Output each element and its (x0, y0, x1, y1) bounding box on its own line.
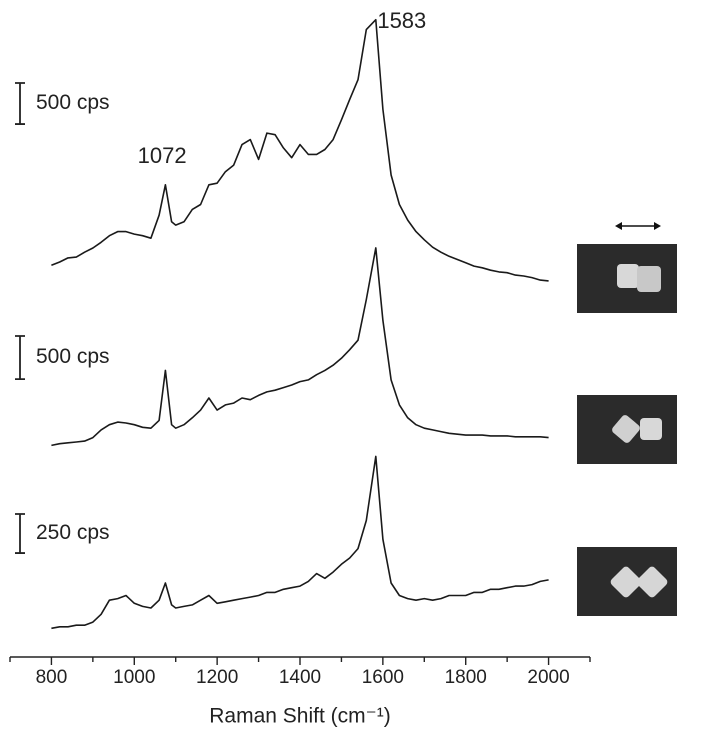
x-tick-label: 1800 (445, 667, 487, 688)
x-axis-label: Raman Shift (cm⁻¹) (209, 705, 390, 728)
nanocube (637, 266, 661, 292)
x-tick-label: 1000 (113, 667, 155, 688)
nanocube (612, 415, 640, 443)
nanocube (617, 264, 639, 288)
x-tick-label: 2000 (527, 667, 569, 688)
inset-images (577, 222, 677, 616)
x-tick-label: 1200 (196, 667, 238, 688)
scale-bar (15, 82, 25, 125)
spectrum-line (51, 247, 549, 447)
scale-bar-label: 500 cps (36, 345, 110, 368)
nanocube (636, 566, 668, 598)
scale-bar-label: 250 cps (36, 521, 110, 544)
x-tick-label: 800 (36, 667, 68, 688)
spectrum-line (51, 455, 549, 630)
peak-annotation: 1072 (138, 143, 187, 168)
x-tick-label: 1600 (362, 667, 404, 688)
scale-bar (15, 513, 25, 554)
spectrum-line (51, 18, 549, 282)
scale-bar-label: 500 cps (36, 91, 110, 114)
peak-annotation: 1583 (377, 8, 426, 33)
x-tick-label: 1400 (279, 667, 321, 688)
nanocube (610, 566, 642, 598)
nanocube (640, 418, 662, 440)
scale-bar (15, 335, 25, 381)
